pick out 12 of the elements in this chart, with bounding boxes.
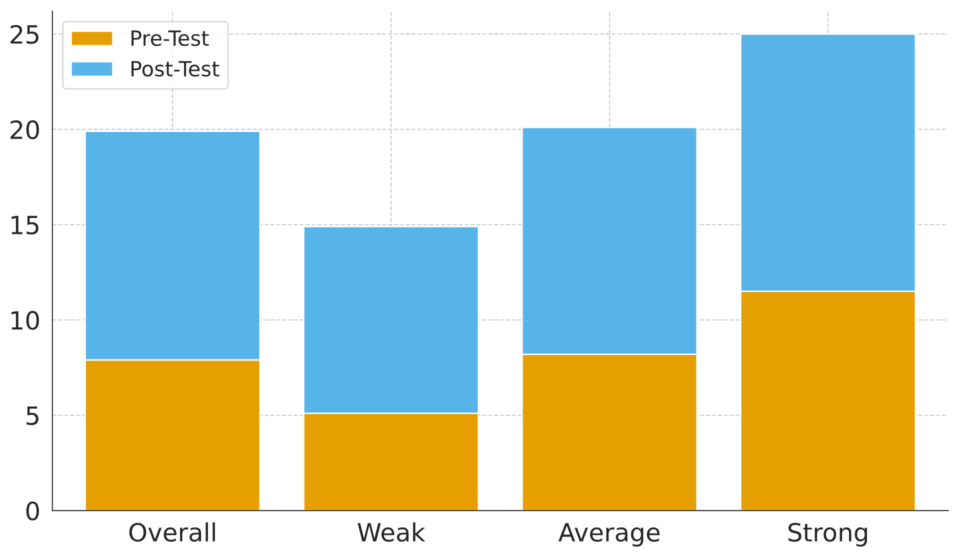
x-tick-label: Strong — [788, 522, 867, 547]
legend-label: Pre-Test — [132, 30, 209, 46]
x-tick-label: Average — [558, 523, 660, 547]
y-tick-label: 10 — [12, 310, 39, 330]
legend-label: Post-Test — [132, 61, 220, 77]
y-tick-label: 25 — [10, 24, 38, 44]
y-tick-label: 15 — [12, 216, 38, 234]
x-tick-label: Weak — [358, 522, 426, 542]
x-tick-label: Overall — [129, 522, 215, 542]
y-tick-label: 5 — [26, 406, 38, 426]
y-tick-label: 20 — [10, 120, 39, 140]
y-tick-label: 0 — [26, 502, 39, 520]
